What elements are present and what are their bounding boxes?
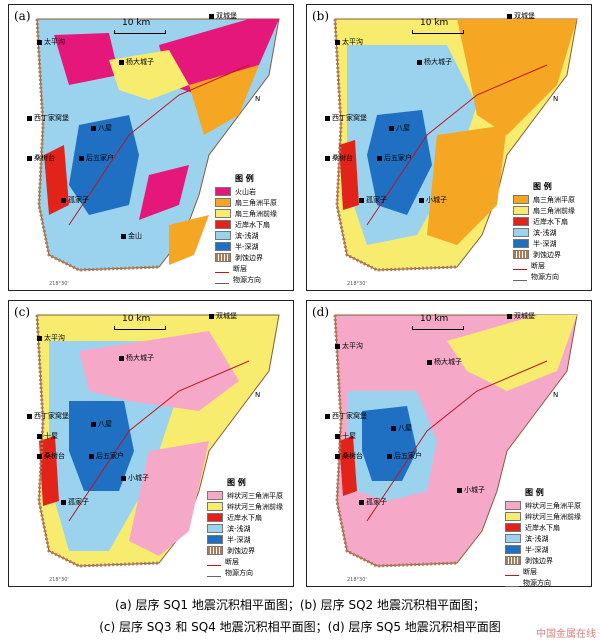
place-label: 西丁家窝堡 — [325, 411, 367, 421]
place-label: 西丁家窝堡 — [27, 411, 69, 421]
place-label: 杨大城子 — [119, 353, 154, 363]
place-label: 孤家子 — [359, 195, 387, 205]
figure-caption-line1: (a) 层序 SQ1 地震沉积相平面图；(b) 层序 SQ2 地震沉积相平面图； — [115, 598, 485, 612]
place-label: 太平沟 — [37, 37, 65, 47]
place-label: 孤家子 — [61, 497, 89, 507]
place-label: 小城子 — [121, 473, 149, 483]
place-label: 双城堡 — [209, 311, 237, 321]
watermark: 中国金属在线 — [536, 629, 596, 640]
north-arrow: N — [553, 95, 559, 103]
coord-label: 218°30' — [49, 281, 69, 287]
map-b-canvas — [333, 18, 578, 272]
place-label: 后五家户 — [89, 451, 124, 461]
place-label: 杨大城子 — [427, 357, 462, 367]
place-label: 孤家子 — [359, 497, 387, 507]
place-label: 桑树台 — [335, 451, 363, 461]
place-label: 后五家户 — [387, 451, 422, 461]
panel-label: (c) — [14, 305, 31, 319]
place-label: 双城堡 — [507, 11, 535, 21]
place-label: 杨大城子 — [119, 57, 154, 67]
panel-label: (a) — [14, 9, 31, 23]
north-arrow: N — [255, 95, 261, 103]
north-arrow: N — [553, 391, 559, 399]
map-c-canvas — [35, 314, 280, 568]
place-label: 后五家户 — [377, 153, 412, 163]
map-a-canvas — [35, 18, 280, 272]
panel-label: (d) — [312, 305, 330, 319]
legend: 图 例 扇三角洲平原 扇三角洲前缘 近岸水下扇 滨-浅湖 半-深湖 剥蚀边界 断… — [513, 181, 575, 282]
place-label: 西丁家窝堡 — [325, 113, 367, 123]
map-panel-b: (b) 10 km N 太平沟 杨大城子 双城堡 西丁家窝堡 八屋 桑树台 后五… — [306, 4, 592, 291]
map-panel-c: (c) 10 km N 太平沟 杨大城子 双城堡 西丁家窝堡 十屋 八屋 桑树台… — [8, 300, 294, 587]
coord-label: 218°30' — [347, 281, 367, 287]
place-label: 桑树台 — [27, 153, 55, 163]
legend: 图 例 辫状河三角洲平原 辫状河三角洲前缘 近岸水下扇 滨-浅湖 半-深湖 剥蚀… — [207, 477, 283, 578]
place-label: 桑树台 — [37, 451, 65, 461]
coord-label: 218°30' — [347, 577, 367, 583]
place-label: 杨大城子 — [417, 57, 452, 67]
place-label: 十屋 — [37, 431, 58, 441]
legend: 图 例 火山岩 扇三角洲平原 扇三角洲前缘 近岸水下扇 滨-浅湖 半-深湖 剥蚀… — [215, 173, 277, 285]
place-label: 八屋 — [91, 419, 112, 429]
place-label: 小城子 — [419, 195, 447, 205]
map-d-canvas — [333, 314, 578, 568]
place-label: 西丁家窝堡 — [27, 113, 69, 123]
place-label: 小城子 — [457, 485, 485, 495]
place-label: 金山 — [121, 231, 142, 241]
map-panel-d: (d) 10 km N 太平沟 杨大城子 双城堡 西丁家窝堡 十屋 八屋 桑树台… — [306, 300, 592, 587]
place-label: 双城堡 — [209, 11, 237, 21]
place-label: 桑树台 — [325, 153, 353, 163]
place-label: 八屋 — [91, 123, 112, 133]
place-label: 十屋 — [335, 431, 356, 441]
place-label: 孤家子 — [61, 195, 89, 205]
place-label: 太平沟 — [335, 37, 363, 47]
figure-caption-line2: (c) 层序 SQ3 和 SQ4 地震沉积相平面图；(d) 层序 SQ5 地震沉… — [99, 620, 501, 634]
place-label: 太平沟 — [335, 341, 363, 351]
place-label: 八屋 — [389, 123, 410, 133]
place-label: 太平沟 — [37, 333, 65, 343]
place-label: 双城堡 — [507, 311, 535, 321]
place-label: 八屋 — [391, 423, 412, 433]
coord-label: 218°30' — [49, 577, 69, 583]
panel-label: (b) — [312, 9, 330, 23]
map-panel-a: (a) 10 km N 太平沟 杨大城子 双城堡 西丁家窝堡 八屋 桑树台 后五… — [8, 4, 294, 291]
legend: 图 例 辫状河三角洲平原 辫状河三角洲前缘 近岸水下扇 滨-浅湖 半-深湖 剥蚀… — [505, 487, 581, 588]
place-label: 后五家户 — [79, 153, 114, 163]
north-arrow: N — [255, 391, 261, 399]
